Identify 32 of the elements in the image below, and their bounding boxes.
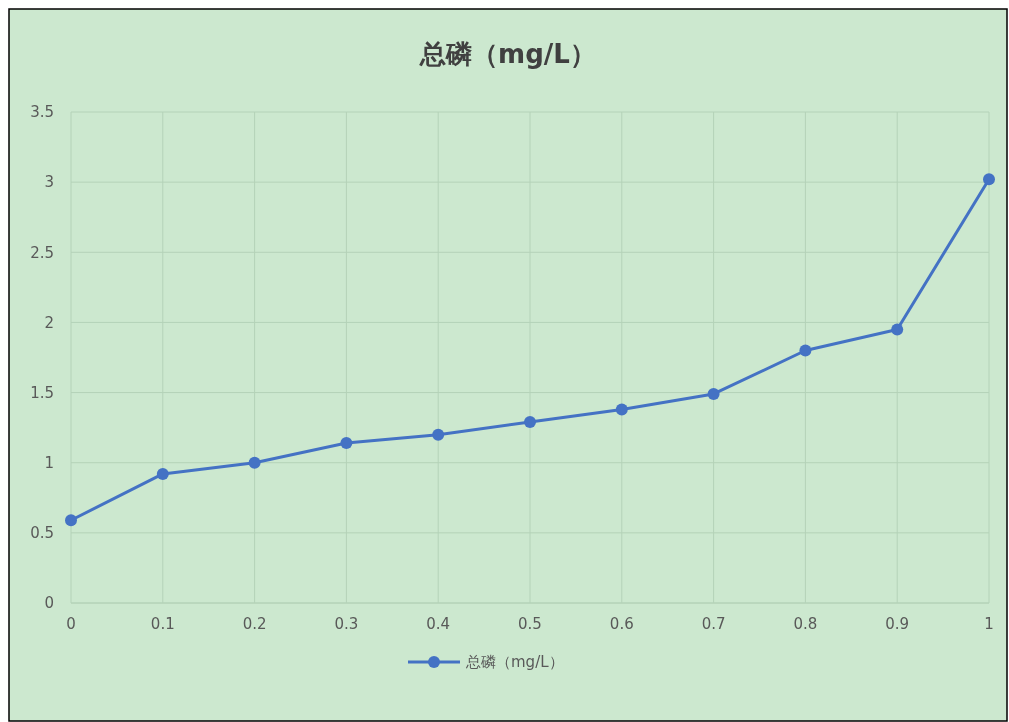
x-tick-label: 1 — [984, 615, 994, 633]
x-tick-label: 0 — [66, 615, 76, 633]
point — [615, 403, 628, 416]
legend-label: 总磷（mg/L） — [465, 653, 564, 672]
y-tick-label: 3.5 — [30, 103, 54, 122]
x-tick-label: 0.9 — [885, 615, 910, 633]
y-tick-label: 0.5 — [30, 524, 54, 543]
point — [983, 173, 995, 186]
y-tick-label: 2 — [44, 313, 54, 332]
y-tick-label: 0 — [44, 594, 54, 613]
x-tick-label: 0.5 — [518, 615, 542, 633]
point — [891, 323, 904, 336]
point — [340, 437, 353, 450]
y-tick-label: 1.5 — [30, 383, 54, 402]
y-tick-label: 2.5 — [30, 243, 54, 262]
chart-title: 总磷（mg/L） — [419, 39, 596, 69]
point — [432, 428, 445, 441]
point — [799, 344, 812, 357]
x-tick-label: 0.7 — [701, 615, 726, 633]
point — [156, 467, 169, 480]
point — [707, 387, 720, 400]
x-tick-label: 0.1 — [150, 615, 175, 633]
point — [524, 416, 536, 429]
x-tick-label: 0.2 — [242, 615, 267, 633]
point — [65, 514, 77, 527]
point — [248, 456, 261, 469]
y-tick-label: 3 — [44, 173, 54, 192]
x-tick-label: 0.4 — [426, 615, 451, 633]
y-tick-label: 1 — [44, 453, 54, 472]
x-tick-label: 0.3 — [334, 615, 359, 633]
x-tick-label: 0.8 — [793, 615, 818, 633]
x-tick-label: 0.6 — [609, 615, 634, 633]
